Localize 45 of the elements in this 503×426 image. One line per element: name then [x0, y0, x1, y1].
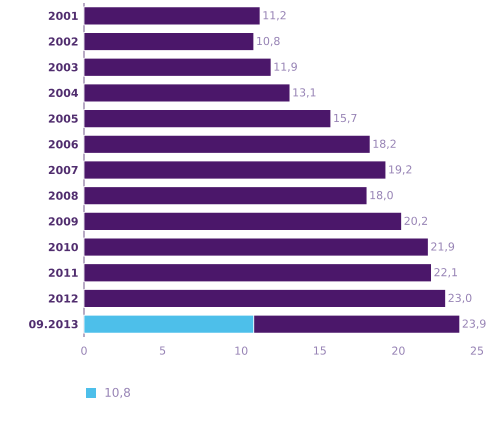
total-label: 11,2 [263, 11, 286, 21]
y-tick-label: 2005 [48, 114, 78, 123]
y-tick-label: 09.2013 [29, 320, 78, 328]
total-label: 23,0 [448, 294, 472, 304]
bar [84, 134, 371, 154]
total-label: 18,2 [374, 140, 396, 150]
bar [84, 212, 402, 231]
y-tick-label: 2011 [48, 268, 78, 277]
total-label: 15,7 [334, 114, 356, 124]
total-label: 21,9 [431, 242, 454, 252]
bar [84, 84, 290, 102]
x-tick-label: 0 [81, 346, 87, 355]
y-tick-label: 2002 [48, 37, 78, 46]
y-tick-label: 2010 [48, 242, 78, 252]
total-label: 20,2 [404, 216, 428, 226]
x-tick-label: 15 [314, 346, 326, 355]
x-tick-label: 10 [235, 346, 248, 355]
bar [84, 6, 260, 26]
y-tick-label: 2001 [48, 12, 78, 20]
total-label: 13,1 [293, 88, 316, 98]
total-label: 18,0 [370, 191, 393, 200]
x-tick-label: 5 [160, 346, 166, 355]
bar [84, 32, 254, 51]
total-label: 11,9 [274, 62, 297, 72]
y-tick-label: 2006 [48, 140, 78, 148]
total-label: 10,8 [257, 36, 280, 46]
bar [84, 160, 386, 180]
total-label: 23,9 [462, 319, 486, 329]
text: 10,8 [106, 388, 130, 398]
y-tick-label: 2008 [48, 192, 78, 200]
total-label: 22,1 [434, 268, 457, 278]
y-tick-label: 2012 [48, 294, 78, 303]
bar [84, 186, 368, 206]
bar [84, 263, 432, 282]
total-label: 19,2 [389, 165, 412, 175]
bar [84, 238, 429, 256]
x-tick-label: 25 [470, 346, 484, 355]
bar [84, 289, 446, 308]
y-tick-label: 2004 [48, 88, 78, 98]
bar [84, 58, 272, 77]
x-tick-label: 20 [392, 346, 405, 355]
y-tick-label: 2009 [48, 217, 78, 226]
bar [84, 109, 332, 128]
y-tick-label: 2003 [48, 63, 78, 72]
y-tick-label: 2007 [48, 166, 78, 174]
